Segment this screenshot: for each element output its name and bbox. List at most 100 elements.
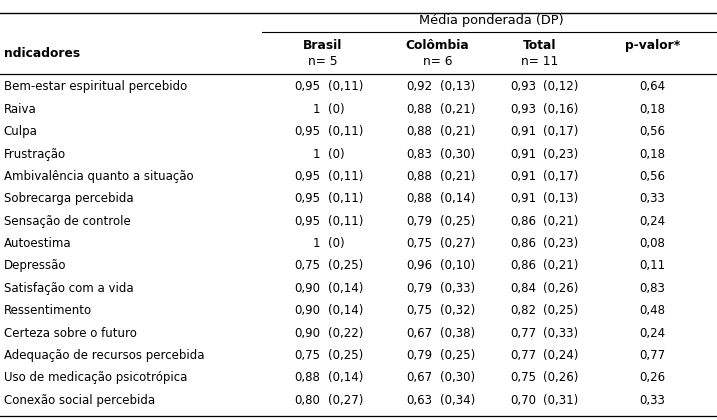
Text: 0,79: 0,79 bbox=[407, 349, 432, 362]
Text: (0,11): (0,11) bbox=[328, 80, 363, 93]
Text: 0,56: 0,56 bbox=[640, 170, 665, 183]
Text: Depressão: Depressão bbox=[4, 260, 66, 273]
Text: (0,14): (0,14) bbox=[328, 372, 363, 384]
Text: (0,27): (0,27) bbox=[440, 237, 475, 250]
Text: 1: 1 bbox=[313, 103, 320, 116]
Text: (0,23): (0,23) bbox=[543, 237, 579, 250]
Text: (0,13): (0,13) bbox=[543, 192, 579, 205]
Text: 0,90: 0,90 bbox=[295, 304, 320, 317]
Text: Bem-estar espiritual percebido: Bem-estar espiritual percebido bbox=[4, 80, 187, 93]
Text: Satisfação com a vida: Satisfação com a vida bbox=[4, 282, 133, 295]
Text: 0,82: 0,82 bbox=[511, 304, 536, 317]
Text: 0,95: 0,95 bbox=[295, 215, 320, 228]
Text: 0,93: 0,93 bbox=[511, 80, 536, 93]
Text: (0,25): (0,25) bbox=[440, 349, 475, 362]
Text: (0,31): (0,31) bbox=[543, 394, 579, 407]
Text: 0,33: 0,33 bbox=[640, 192, 665, 205]
Text: (0,22): (0,22) bbox=[328, 327, 363, 340]
Text: (0,11): (0,11) bbox=[328, 170, 363, 183]
Text: (0,21): (0,21) bbox=[543, 215, 579, 228]
Text: 0,75: 0,75 bbox=[407, 304, 432, 317]
Text: (0,32): (0,32) bbox=[440, 304, 475, 317]
Text: Média ponderada (DP): Média ponderada (DP) bbox=[419, 14, 564, 26]
Text: n= 5: n= 5 bbox=[308, 55, 338, 68]
Text: 0,75: 0,75 bbox=[295, 349, 320, 362]
Text: (0,24): (0,24) bbox=[543, 349, 579, 362]
Text: 0,92: 0,92 bbox=[407, 80, 432, 93]
Text: 0,75: 0,75 bbox=[511, 372, 536, 384]
Text: (0,14): (0,14) bbox=[328, 282, 363, 295]
Text: 0,90: 0,90 bbox=[295, 282, 320, 295]
Text: 0,86: 0,86 bbox=[511, 260, 536, 273]
Text: (0,23): (0,23) bbox=[543, 147, 579, 160]
Text: (0,17): (0,17) bbox=[543, 125, 579, 138]
Text: (0,12): (0,12) bbox=[543, 80, 579, 93]
Text: 0,48: 0,48 bbox=[640, 304, 665, 317]
Text: 0,08: 0,08 bbox=[640, 237, 665, 250]
Text: (0,25): (0,25) bbox=[543, 304, 579, 317]
Text: Frustração: Frustração bbox=[4, 147, 66, 160]
Text: 0,88: 0,88 bbox=[295, 372, 320, 384]
Text: (0,11): (0,11) bbox=[328, 215, 363, 228]
Text: (0,14): (0,14) bbox=[328, 304, 363, 317]
Text: Colômbia: Colômbia bbox=[406, 39, 469, 52]
Text: 0,91: 0,91 bbox=[511, 170, 536, 183]
Text: Sensação de controle: Sensação de controle bbox=[4, 215, 130, 228]
Text: n= 11: n= 11 bbox=[521, 55, 558, 68]
Text: Certeza sobre o futuro: Certeza sobre o futuro bbox=[4, 327, 136, 340]
Text: 0,26: 0,26 bbox=[640, 372, 665, 384]
Text: 0,79: 0,79 bbox=[407, 282, 432, 295]
Text: (0,27): (0,27) bbox=[328, 394, 363, 407]
Text: 0,64: 0,64 bbox=[640, 80, 665, 93]
Text: (0,17): (0,17) bbox=[543, 170, 579, 183]
Text: 0,70: 0,70 bbox=[511, 394, 536, 407]
Text: 0,77: 0,77 bbox=[511, 349, 536, 362]
Text: 0,63: 0,63 bbox=[407, 394, 432, 407]
Text: 0,88: 0,88 bbox=[407, 125, 432, 138]
Text: 0,91: 0,91 bbox=[511, 192, 536, 205]
Text: (0,10): (0,10) bbox=[440, 260, 475, 273]
Text: (0,26): (0,26) bbox=[543, 282, 579, 295]
Text: 0,95: 0,95 bbox=[295, 80, 320, 93]
Text: 0,96: 0,96 bbox=[407, 260, 432, 273]
Text: Total: Total bbox=[523, 39, 556, 52]
Text: 1: 1 bbox=[313, 237, 320, 250]
Text: (0): (0) bbox=[328, 103, 344, 116]
Text: 0,75: 0,75 bbox=[407, 237, 432, 250]
Text: 0,11: 0,11 bbox=[640, 260, 665, 273]
Text: (0,21): (0,21) bbox=[440, 170, 475, 183]
Text: 1: 1 bbox=[313, 147, 320, 160]
Text: 0,95: 0,95 bbox=[295, 192, 320, 205]
Text: n= 6: n= 6 bbox=[422, 55, 452, 68]
Text: (0,21): (0,21) bbox=[440, 125, 475, 138]
Text: Adequação de recursos percebida: Adequação de recursos percebida bbox=[4, 349, 204, 362]
Text: ndicadores: ndicadores bbox=[4, 47, 80, 60]
Text: 0,18: 0,18 bbox=[640, 147, 665, 160]
Text: 0,24: 0,24 bbox=[640, 215, 665, 228]
Text: 0,93: 0,93 bbox=[511, 103, 536, 116]
Text: 0,84: 0,84 bbox=[511, 282, 536, 295]
Text: p-valor*: p-valor* bbox=[625, 39, 680, 52]
Text: (0,25): (0,25) bbox=[328, 260, 363, 273]
Text: 0,18: 0,18 bbox=[640, 103, 665, 116]
Text: 0,88: 0,88 bbox=[407, 170, 432, 183]
Text: 0,67: 0,67 bbox=[407, 327, 432, 340]
Text: 0,83: 0,83 bbox=[407, 147, 432, 160]
Text: Ambivalência quanto a situação: Ambivalência quanto a situação bbox=[4, 170, 193, 183]
Text: (0): (0) bbox=[328, 147, 344, 160]
Text: 0,86: 0,86 bbox=[511, 237, 536, 250]
Text: Ressentimento: Ressentimento bbox=[4, 304, 92, 317]
Text: 0,86: 0,86 bbox=[511, 215, 536, 228]
Text: (0,21): (0,21) bbox=[440, 103, 475, 116]
Text: Uso de medicação psicotrópica: Uso de medicação psicotrópica bbox=[4, 372, 187, 384]
Text: 0,79: 0,79 bbox=[407, 215, 432, 228]
Text: (0,16): (0,16) bbox=[543, 103, 579, 116]
Text: Conexão social percebida: Conexão social percebida bbox=[4, 394, 155, 407]
Text: 0,33: 0,33 bbox=[640, 394, 665, 407]
Text: 0,24: 0,24 bbox=[640, 327, 665, 340]
Text: 0,77: 0,77 bbox=[640, 349, 665, 362]
Text: (0,25): (0,25) bbox=[328, 349, 363, 362]
Text: 0,88: 0,88 bbox=[407, 192, 432, 205]
Text: 0,80: 0,80 bbox=[295, 394, 320, 407]
Text: 0,88: 0,88 bbox=[407, 103, 432, 116]
